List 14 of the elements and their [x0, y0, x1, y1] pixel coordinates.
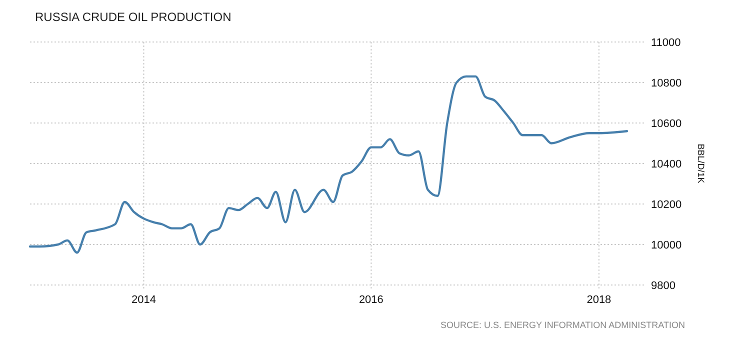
x-tick-label: 2018: [586, 294, 612, 306]
y-tick-label: 10600: [651, 118, 682, 130]
chart-title: RUSSIA CRUDE OIL PRODUCTION: [35, 10, 232, 24]
source-note: SOURCE: U.S. ENERGY INFORMATION ADMINISTRATION: [440, 320, 685, 330]
y-tick-label: 9800: [651, 280, 676, 292]
y-tick-label: 10400: [651, 158, 682, 170]
y-axis-title: BBL/D/1K: [696, 144, 706, 184]
y-tick-label: 10200: [651, 198, 682, 211]
x-tick-label: 2014: [131, 294, 156, 306]
y-tick-label: 10000: [651, 239, 682, 252]
x-tick-label: 2016: [358, 294, 384, 306]
line-series: [28, 75, 628, 254]
y-tick-label: 10800: [651, 77, 682, 90]
y-tick-label: 11000: [651, 36, 681, 49]
